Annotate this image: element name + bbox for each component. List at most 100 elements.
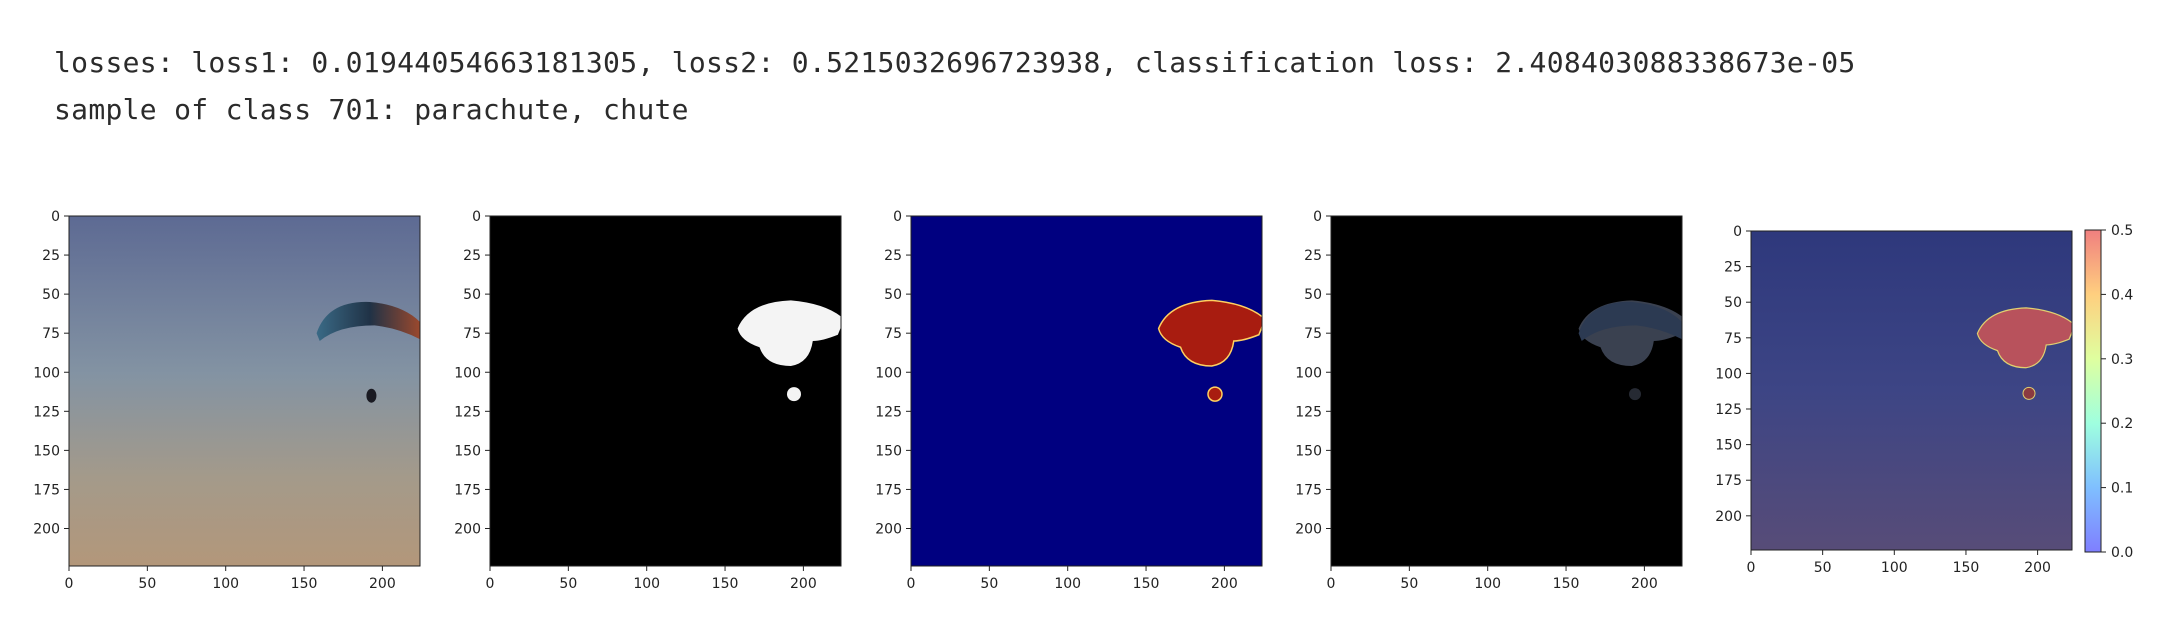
x-tick-label: 0	[486, 576, 495, 592]
y-tick-label: 0	[893, 209, 902, 225]
y-tick-label: 75	[884, 326, 902, 342]
y-tick-label: 125	[1295, 404, 1322, 420]
panel-2: 0 50 100 150 200 0 25 50 75 100 125 150 175 200	[454, 209, 842, 592]
class-output-line: sample of class 701: parachute, chute	[54, 93, 689, 126]
colorbar-tick-label: 0.4	[2111, 287, 2133, 303]
mask-pilot	[786, 387, 801, 402]
x-tick-label: 0	[65, 576, 74, 592]
y-tick-label: 125	[1715, 402, 1742, 418]
y-tick-label: 200	[454, 522, 481, 538]
panel-frame	[1330, 215, 1683, 567]
x-tick-label: 50	[559, 576, 577, 592]
x-tick-label: 200	[2024, 560, 2051, 576]
paraglider-canopy	[316, 301, 420, 341]
y-tick-label: 0	[51, 209, 60, 225]
x-tick-label: 50	[1814, 560, 1832, 576]
y-tick-label: 75	[42, 326, 60, 342]
panel-frame	[910, 215, 1263, 567]
y-tick-label: 150	[1715, 438, 1742, 454]
y-tick-label: 100	[1715, 366, 1742, 382]
masked-background	[1331, 216, 1682, 566]
x-tick-label: 150	[1553, 576, 1580, 592]
y-tick-label: 0	[1733, 224, 1742, 240]
colorbar-tick-label: 0.0	[2111, 545, 2133, 561]
y-tick-label: 150	[454, 443, 481, 459]
heatmap-canopy	[1157, 299, 1262, 367]
heatmap-pilot	[1207, 386, 1223, 402]
y-tick-label: 75	[463, 326, 481, 342]
y-tick-label: 125	[33, 404, 60, 420]
y-tick-label: 100	[454, 365, 481, 381]
colorbar-tick-label: 0.1	[2111, 481, 2133, 497]
y-tick-label: 0	[472, 209, 481, 225]
colorbar-tick-label: 0.5	[2111, 223, 2133, 239]
panel-3: 0 50 100 150 200 0 25 50 75 100 125 150 175 200	[875, 209, 1263, 592]
y-tick-label: 25	[1304, 248, 1322, 264]
y-tick-label: 25	[42, 248, 60, 264]
y-tick-label: 25	[884, 248, 902, 264]
panel-1: 0 50 100 150 200 0 25 50 75 100 125 150 175 200	[33, 209, 421, 592]
y-tick-label: 0	[1313, 209, 1322, 225]
x-tick-label: 150	[291, 576, 318, 592]
y-tick-label: 125	[454, 404, 481, 420]
x-tick-label: 100	[1474, 576, 1501, 592]
y-tick-label: 200	[1295, 522, 1322, 538]
y-tick-label: 100	[33, 365, 60, 381]
x-tick-label: 100	[212, 576, 239, 592]
overlay-canopy	[1976, 307, 2072, 369]
x-tick-label: 100	[1054, 576, 1081, 592]
y-tick-label: 125	[875, 404, 902, 420]
x-tick-label: 150	[1133, 576, 1160, 592]
y-tick-label: 150	[875, 443, 902, 459]
x-tick-label: 50	[1400, 576, 1418, 592]
loss-output-line: losses: loss1: 0.01944054663181305, loss…	[54, 46, 1856, 79]
masked-pilot	[1628, 388, 1641, 401]
y-tick-label: 175	[33, 482, 60, 498]
photo-background	[69, 216, 420, 566]
x-tick-label: 100	[1881, 560, 1908, 576]
overlay-background	[1751, 231, 2072, 550]
x-tick-label: 100	[633, 576, 660, 592]
y-tick-label: 50	[1304, 287, 1322, 303]
y-tick-label: 75	[1724, 331, 1742, 347]
x-tick-label: 0	[1327, 576, 1336, 592]
colorbar-tick-label: 0.3	[2111, 352, 2133, 368]
panel-frame	[489, 215, 842, 567]
y-tick-label: 150	[1295, 443, 1322, 459]
heatmap-background	[911, 216, 1262, 566]
panel-frame	[68, 215, 421, 567]
y-tick-label: 100	[1295, 365, 1322, 381]
y-tick-label: 200	[875, 522, 902, 538]
x-tick-label: 0	[907, 576, 916, 592]
y-tick-label: 100	[875, 365, 902, 381]
y-tick-label: 200	[33, 522, 60, 538]
x-tick-label: 150	[712, 576, 739, 592]
x-tick-label: 0	[1747, 560, 1756, 576]
masked-canopy-rim	[1578, 301, 1682, 341]
y-tick-label: 175	[1715, 473, 1742, 489]
overlay-pilot	[2022, 386, 2036, 400]
y-tick-label: 25	[1724, 260, 1742, 276]
x-tick-label: 150	[1953, 560, 1980, 576]
y-tick-label: 175	[454, 482, 481, 498]
x-tick-label: 200	[790, 576, 817, 592]
y-tick-label: 50	[42, 287, 60, 303]
colorbar-tick-label: 0.2	[2111, 416, 2133, 432]
y-tick-label: 150	[33, 443, 60, 459]
x-tick-label: 200	[1211, 576, 1238, 592]
panel-5: 0 50 100 150 200 0 25 50 75 100 125 150 175 200	[1715, 224, 2073, 576]
y-tick-label: 175	[1295, 482, 1322, 498]
x-tick-label: 50	[980, 576, 998, 592]
x-tick-label: 50	[138, 576, 156, 592]
y-tick-label: 50	[1724, 295, 1742, 311]
y-tick-label: 50	[884, 287, 902, 303]
mask-background	[490, 216, 841, 566]
x-tick-label: 200	[369, 576, 396, 592]
y-tick-label: 175	[875, 482, 902, 498]
y-tick-label: 25	[463, 248, 481, 264]
colorbar-gradient	[2084, 229, 2102, 553]
mask-canopy	[737, 300, 841, 366]
panel-frame	[1750, 230, 2073, 551]
panel-4: 0 50 100 150 200 0 25 50 75 100 125 150 175 200	[1295, 209, 1683, 592]
